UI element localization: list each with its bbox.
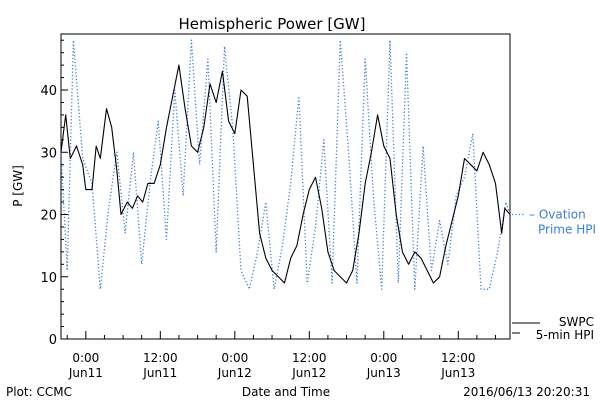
x-tick-label-day: Jun13 — [440, 366, 475, 380]
x-tick-label-time: 0:00 — [221, 351, 248, 365]
plot-frame — [60, 33, 511, 340]
plot-credit: Plot: CCMC — [6, 385, 72, 399]
chart-title: Hemispheric Power [GW] — [179, 15, 366, 33]
legend-label-swpc-5min-hpi: SWPC — [559, 315, 594, 329]
series-line-ovation-prime-hpi — [60, 39, 511, 290]
x-tick-label-time: 12:00 — [292, 351, 327, 365]
legend-label-swpc-5min-hpi-line2: 5-min HPI — [536, 328, 594, 342]
x-tick-label-day: Jun11 — [68, 366, 103, 380]
y-tick-label: 10 — [40, 271, 57, 286]
y-tick-label: 20 — [40, 209, 57, 224]
y-tick-label: 40 — [40, 84, 57, 99]
x-tick-label-day: Jun12 — [217, 366, 252, 380]
x-tick-label-day: Jun12 — [291, 366, 326, 380]
x-tick-label-time: 12:00 — [441, 351, 476, 365]
x-tick-label-time: 0:00 — [370, 351, 397, 365]
plot-timestamp: 2016/06/13 20:20:31 — [463, 385, 590, 399]
x-tick-label-day: Jun13 — [366, 366, 401, 380]
legend-label-ovation-prime-hpi-line2: Prime HPI — [538, 223, 596, 237]
legend-label-ovation-prime-hpi: – Ovation — [529, 208, 586, 222]
x-tick-label-time: 0:00 — [72, 351, 99, 365]
y-tick-label: 0 — [49, 333, 57, 348]
x-tick-label-time: 12:00 — [143, 351, 178, 365]
series-line-swpc-5min-hpi — [60, 64, 511, 284]
y-axis-label: P [GW] — [11, 165, 25, 207]
x-axis: 0:00Jun1112:00Jun110:00Jun1212:00Jun120:… — [66, 331, 497, 380]
plot-area — [60, 39, 511, 290]
x-axis-label: Date and Time — [242, 385, 330, 399]
y-tick-label: 30 — [40, 146, 57, 161]
x-tick-label-day: Jun11 — [142, 366, 177, 380]
y-axis: 0 10 20 30 40 — [40, 39, 68, 348]
